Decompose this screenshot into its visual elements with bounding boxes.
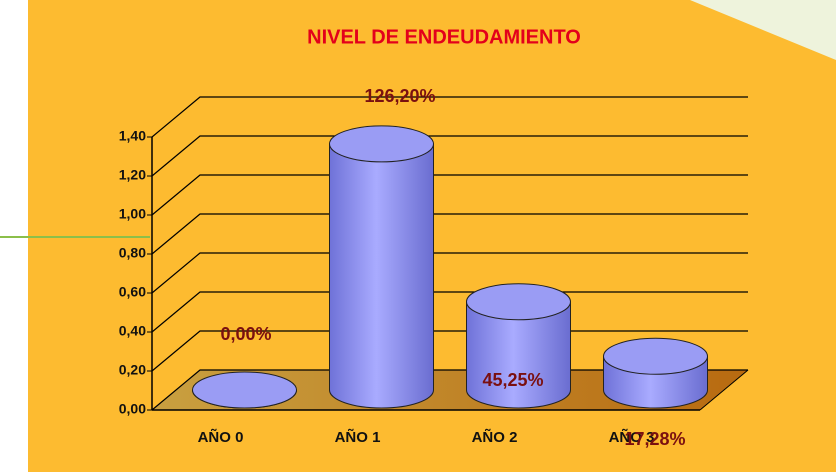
grid-line <box>151 174 748 216</box>
chart-title: NIVEL DE ENDEUDAMIENTO <box>307 26 581 48</box>
bar-top <box>192 371 297 409</box>
grid-line <box>151 213 748 255</box>
data-label: 0,00% <box>220 324 271 344</box>
y-tick-label: 1,40 <box>119 128 146 144</box>
floor <box>152 370 748 410</box>
floor-edge <box>699 369 749 411</box>
x-tick-label: AÑO 2 <box>472 428 518 446</box>
y-tick-label: 0,00 <box>119 401 146 417</box>
y-tick-label: 0,40 <box>119 323 146 339</box>
x-tick-label: AÑO 0 <box>198 428 244 446</box>
y-tick-label: 1,00 <box>119 206 146 222</box>
bar <box>466 283 571 409</box>
bar-top <box>329 125 434 163</box>
x-tick-label: AÑO 1 <box>335 428 381 446</box>
y-tick-label: 1,20 <box>119 167 146 183</box>
grid-line <box>151 252 748 294</box>
bar-body <box>466 301 571 409</box>
data-label: 126,20% <box>364 86 435 106</box>
data-label: 17,28% <box>624 429 685 449</box>
corner-decoration <box>690 0 836 60</box>
y-tick-label: 0,60 <box>119 284 146 300</box>
bar <box>603 337 708 409</box>
bar-top <box>603 337 708 375</box>
grid-line <box>151 291 748 333</box>
bar-top <box>466 283 571 321</box>
grid-line <box>151 96 748 138</box>
bar-body <box>329 143 434 409</box>
data-label: 45,25% <box>482 370 543 390</box>
x-tick-label: AÑO 3 <box>609 428 655 446</box>
bar <box>329 125 434 409</box>
bar <box>191 371 298 409</box>
y-tick-label: 0,20 <box>119 362 146 378</box>
y-tick-label: 0,80 <box>119 245 146 261</box>
grid-line <box>151 135 748 177</box>
